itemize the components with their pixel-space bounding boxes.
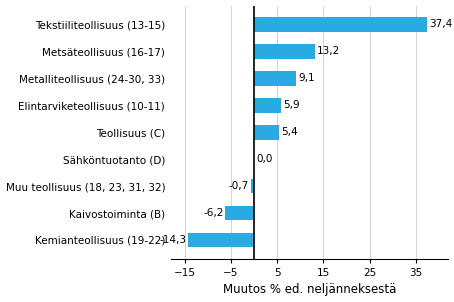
Text: 5,4: 5,4 (281, 127, 297, 137)
Text: -14,3: -14,3 (159, 235, 186, 245)
Bar (188, 233, 254, 247)
Text: 9,1: 9,1 (298, 73, 315, 83)
X-axis label: Muutos % ed. neljänneksestä: Muutos % ed. neljänneksestä (223, 284, 396, 297)
Bar (254, 44, 315, 59)
Bar (251, 179, 254, 194)
Bar (225, 206, 254, 220)
Text: 5,9: 5,9 (283, 100, 300, 110)
Bar (254, 17, 427, 32)
Text: -0,7: -0,7 (229, 181, 249, 191)
Text: 37,4: 37,4 (429, 19, 452, 30)
Text: -6,2: -6,2 (203, 208, 223, 218)
Text: 13,2: 13,2 (317, 47, 340, 56)
Bar (254, 125, 279, 140)
Bar (254, 71, 296, 86)
Bar (254, 98, 281, 113)
Text: 0,0: 0,0 (256, 154, 272, 164)
